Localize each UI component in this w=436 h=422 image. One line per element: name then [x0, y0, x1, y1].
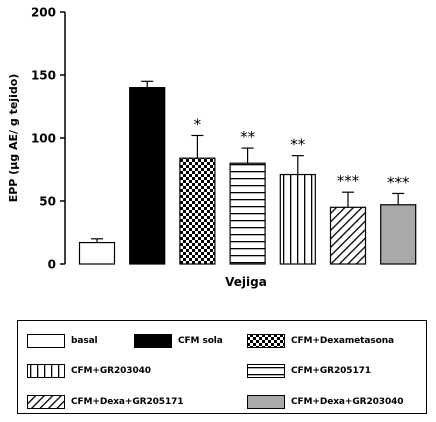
y-axis-label: EPP (µg AE/ g tejido) [7, 74, 20, 203]
legend-label: CFM+Dexa+GR203040 [291, 397, 404, 407]
bars: *** ***** *** [78, 80, 417, 265]
legend-swatch [134, 334, 172, 348]
bar [129, 86, 166, 265]
y-tick-label: 150 [31, 69, 56, 83]
bar [279, 173, 316, 265]
legend-item: basal [27, 333, 98, 349]
legend-item: CFM+Dexa+GR203040 [247, 394, 404, 410]
legend-label: CFM+GR203040 [71, 366, 151, 376]
bar [380, 204, 417, 265]
bar [329, 206, 367, 265]
bar [229, 162, 266, 265]
significance-label: ** [240, 128, 256, 146]
significance-label: * [194, 115, 202, 133]
legend-label: CFM+Dexa+GR205171 [71, 397, 184, 407]
legend-label: CFM+GR205171 [291, 366, 371, 376]
y-tick-label: 50 [39, 195, 56, 209]
y-tick-label: 0 [48, 258, 56, 272]
legend-swatch [247, 364, 285, 378]
legend-item: CFM+Dexametasona [247, 333, 394, 349]
legend-swatch [27, 364, 65, 378]
legend-item: CFM+GR205171 [247, 363, 371, 379]
legend-label: CFM+Dexametasona [291, 336, 394, 346]
legend-swatch [247, 334, 285, 348]
y-tick-label: 100 [31, 132, 56, 146]
legend: basal CFM sola CFM+Dexametasona CFM+GR20304… [17, 320, 427, 414]
bar [78, 241, 116, 265]
legend-swatch [247, 395, 285, 409]
legend-item: CFM+Dexa+GR205171 [27, 394, 184, 410]
y-axis: 0 50 100 150 200 [31, 6, 66, 272]
legend-swatch [27, 395, 65, 409]
legend-item: CFM sola [134, 333, 223, 349]
legend-item: CFM+GR203040 [27, 363, 151, 379]
legend-label: basal [71, 336, 98, 346]
legend-swatch [27, 334, 65, 348]
legend-label: CFM sola [178, 336, 223, 346]
significance-label: ** [290, 136, 306, 154]
significance-label: *** [337, 172, 360, 190]
x-axis-label: Vejiga [225, 275, 267, 289]
significance-label: *** [387, 173, 410, 191]
y-tick-label: 200 [31, 6, 56, 20]
bar [179, 157, 216, 265]
